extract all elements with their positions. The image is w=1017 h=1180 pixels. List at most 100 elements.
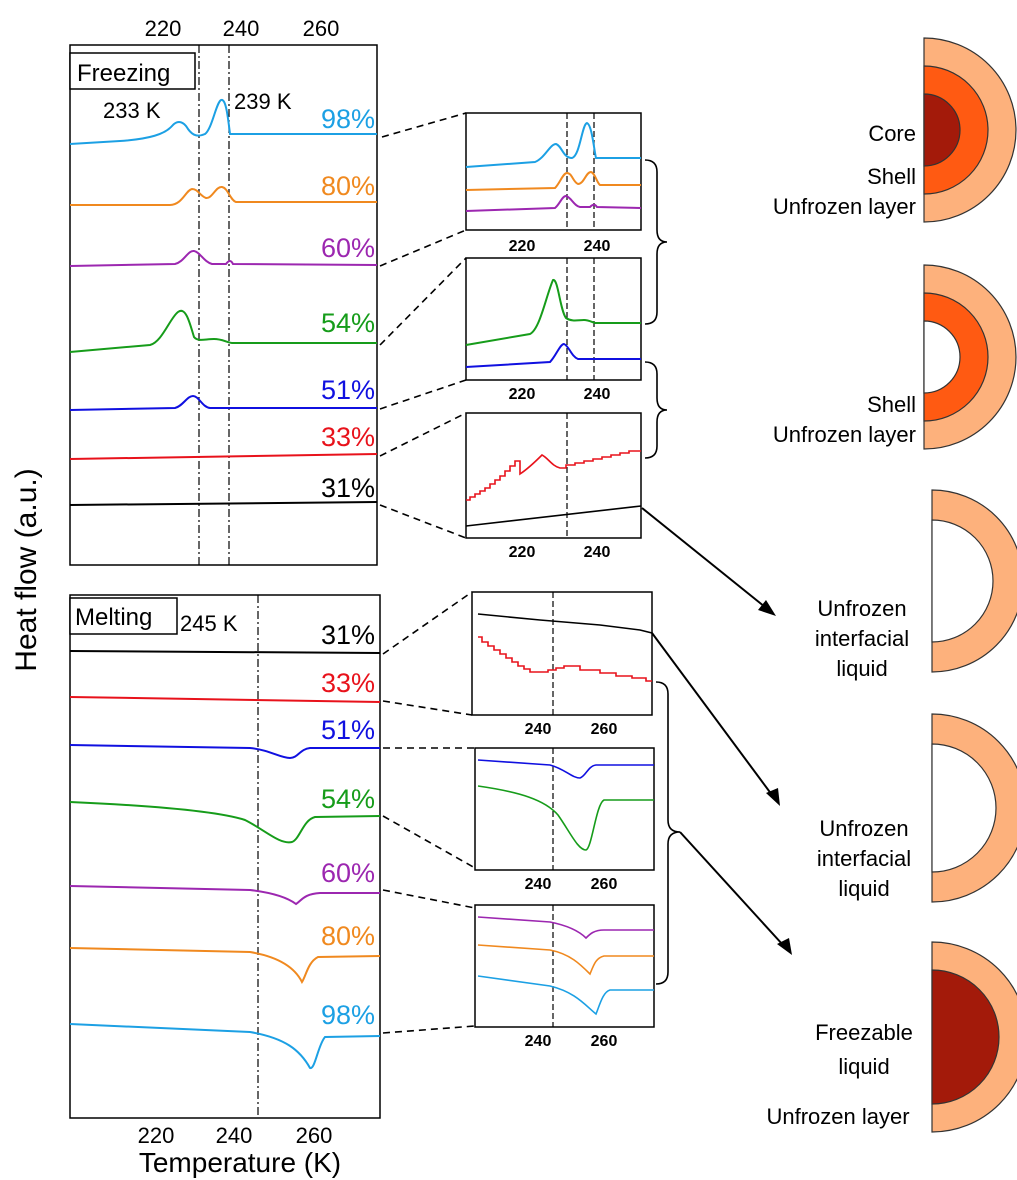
connector-f3-bottom [379,504,467,539]
freezing-inset-2 [465,257,642,381]
freezing-inset-3-tick-240: 240 [584,544,611,561]
freezing-label-51: 51% [321,375,375,405]
melting-inset-1-frame [471,591,653,716]
schematic-4-label-line3: liquid [838,876,889,901]
melting-inset-2-frame [474,747,655,871]
melting-inset-2-tick-260: 260 [591,876,618,893]
freezing-curve-60 [69,250,378,267]
melting-tick-220: 220 [138,1123,175,1148]
melting-curve-60 [69,885,380,906]
melting-label-54: 54% [321,784,375,814]
melting-inset-1-tick-260: 260 [591,721,618,738]
freezing-xticks: 220 240 260 [145,16,340,41]
freezing-panel: 220 240 260 Freezing 233 K 239 K 98% 80%… [69,16,378,566]
freezing-inset-2-curve-51 [465,342,641,368]
melting-curve-80 [69,947,381,984]
freezing-inset-1-curve-98 [465,121,641,168]
melting-label-98: 98% [321,1000,375,1030]
arrowheads [758,600,792,955]
freezing-frame [69,44,378,566]
schematic-1-label-shell: Shell [867,164,916,189]
melting-inset-1-curve-33 [478,636,652,682]
melting-curve-51 [69,744,380,760]
connectors [379,112,476,1034]
freezing-label-31: 31% [321,473,375,503]
arrows [641,507,784,946]
arrowhead-5 [777,938,792,955]
melting-inset-3 [474,904,655,1028]
schematic-3-label-line3: liquid [836,656,887,681]
schematic-2-label-unfrozen: Unfrozen layer [773,422,916,447]
freezing-label-54: 54% [321,308,375,338]
melting-inset-2-curve-51 [477,759,654,779]
melting-curve-98 [69,1023,381,1069]
melting-curve-31 [69,650,381,654]
melting-label-80: 80% [321,921,375,951]
melting-inset-3-frame [474,904,655,1028]
schematic-2-label-shell: Shell [867,392,916,417]
melting-frame [69,594,381,1119]
melting-label-51: 51% [321,715,375,745]
y-axis-label: Heat flow (a.u.) [10,468,43,671]
connector-m2-bottom [382,815,476,869]
connector-m3-bottom [382,1025,476,1034]
freezing-label-60: 60% [321,233,375,263]
arrowhead-4 [766,788,780,806]
arrow-to-schematic-4 [651,632,773,796]
freezing-title: Freezing [77,60,170,87]
melting-inset-3-curve-98 [477,975,654,1016]
connector-f2-bottom [379,379,467,410]
annotation-245k: 245 K [180,611,238,636]
freezing-inset-3-curve-31 [465,505,642,527]
freezing-inset-2-curve-54 [465,278,641,346]
melting-inset-3-xticks: 240 260 [525,1033,618,1050]
melting-tick-260: 260 [296,1123,333,1148]
schematic-4 [931,713,1017,903]
freezing-inset-2-tick-240: 240 [584,386,611,403]
melting-inset-3-tick-260: 260 [591,1033,618,1050]
schematic-1-label-core: Core [868,121,916,146]
bracket-freezing-1 [644,159,668,325]
melting-inset-1-xticks: 240 260 [525,721,618,738]
melting-inset-2 [474,747,655,871]
melting-title-box [69,597,178,635]
connector-m3-top [382,889,476,909]
arrow-to-schematic-5 [679,831,784,946]
melting-inset-2-tick-240: 240 [525,876,552,893]
freezing-label-33: 33% [321,422,375,452]
melting-xticks: 220 240 260 [138,1123,333,1148]
melting-inset-1-curve-31 [477,613,653,634]
freezing-curve-98 [69,99,377,145]
freezing-inset-1-xticks: 220 240 [509,238,611,255]
melting-inset-3-curve-60 [477,916,654,940]
melting-curve-54 [69,801,381,844]
bracket-melting [655,681,681,985]
freezing-curve-51 [69,394,377,411]
freezing-inset-1-frame [465,112,642,231]
freezing-inset-1-curve-80 [465,170,641,191]
melting-label-31: 31% [321,620,375,650]
freezing-tick-260: 260 [303,16,340,41]
schematic-1-label-unfrozen: Unfrozen layer [773,194,916,219]
freezing-inset-2-xticks: 220 240 [509,386,611,403]
freezing-tick-220: 220 [145,16,182,41]
schematic-3-hollow [931,519,994,643]
connector-m1-top [382,591,473,655]
melting-curve-33 [69,696,381,703]
freezing-inset-3-tick-220: 220 [509,544,536,561]
freezing-inset-1-tick-240: 240 [584,238,611,255]
freezing-inset-2-frame [465,257,642,381]
freezing-label-80: 80% [321,171,375,201]
bracket-freezing-2 [644,361,668,459]
schematic-2-hollow [923,320,961,394]
melting-inset-2-xticks: 240 260 [525,876,618,893]
freezing-inset-1-curve-60 [465,194,642,212]
arrow-to-schematic-3 [641,507,766,608]
freezing-inset-3 [465,412,642,539]
freezing-inset-1 [465,112,642,231]
schematic-4-label-line2: interfacial [817,846,911,871]
schematic-5-label-line3: Unfrozen layer [766,1104,909,1129]
schematic-3-label-line2: interfacial [815,626,909,651]
freezing-inset-3-frame [465,412,642,539]
schematic-4-label-line1: Unfrozen [819,816,908,841]
